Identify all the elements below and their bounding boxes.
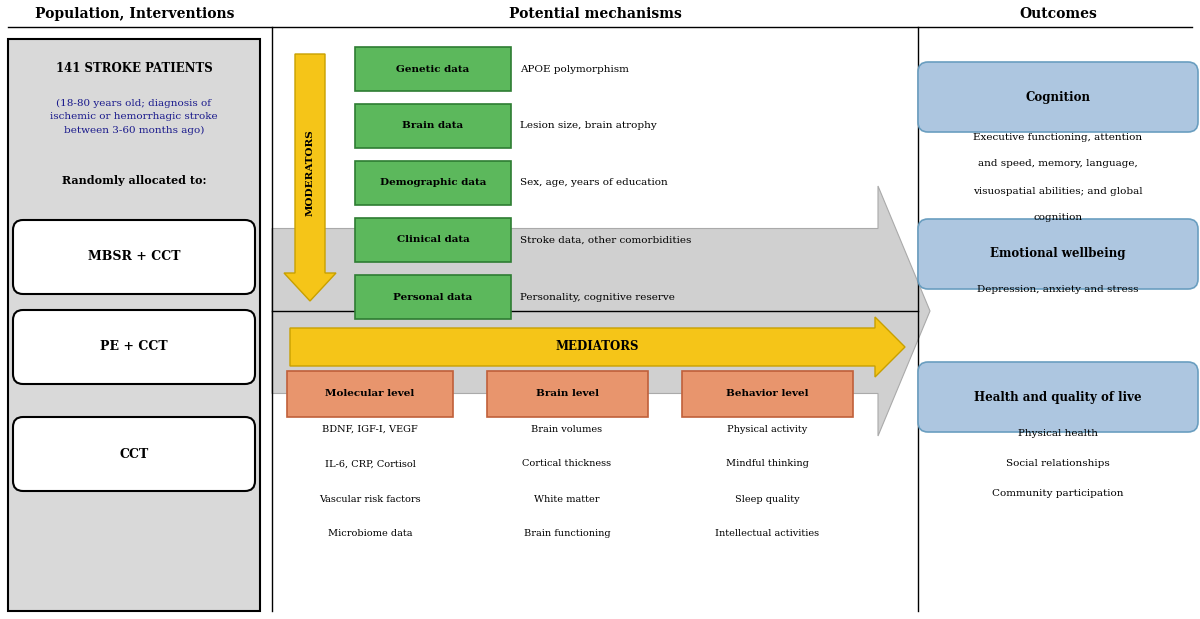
- FancyArrow shape: [272, 186, 930, 436]
- Text: Personal data: Personal data: [394, 293, 473, 301]
- Text: Cognition: Cognition: [1026, 90, 1091, 103]
- Text: Genetic data: Genetic data: [396, 64, 469, 74]
- Text: Social relationships: Social relationships: [1006, 459, 1110, 469]
- Text: Stroke data, other comorbidities: Stroke data, other comorbidities: [520, 235, 691, 245]
- Text: Outcomes: Outcomes: [1019, 7, 1097, 21]
- Text: Intellectual activities: Intellectual activities: [715, 529, 820, 539]
- Text: Brain data: Brain data: [402, 121, 463, 131]
- Text: Molecular level: Molecular level: [325, 389, 415, 399]
- Text: Sex, age, years of education: Sex, age, years of education: [520, 178, 667, 188]
- Text: Community participation: Community participation: [992, 490, 1123, 498]
- FancyBboxPatch shape: [8, 39, 260, 611]
- Text: and speed, memory, language,: and speed, memory, language,: [978, 160, 1138, 168]
- FancyArrow shape: [284, 54, 336, 301]
- Text: Microbiome data: Microbiome data: [328, 529, 413, 539]
- Text: Behavior level: Behavior level: [726, 389, 809, 399]
- Text: Mindful thinking: Mindful thinking: [726, 459, 809, 469]
- Text: Executive functioning, attention: Executive functioning, attention: [973, 132, 1142, 142]
- Text: visuospatial abilities; and global: visuospatial abilities; and global: [973, 186, 1142, 196]
- FancyArrow shape: [290, 317, 905, 377]
- Text: Brain level: Brain level: [536, 389, 599, 399]
- FancyBboxPatch shape: [13, 417, 256, 491]
- Text: Emotional wellbeing: Emotional wellbeing: [990, 248, 1126, 261]
- Text: Brain volumes: Brain volumes: [532, 425, 602, 433]
- FancyBboxPatch shape: [355, 47, 511, 91]
- Text: MEDIATORS: MEDIATORS: [556, 340, 640, 353]
- FancyBboxPatch shape: [287, 371, 454, 417]
- Text: Personality, cognitive reserve: Personality, cognitive reserve: [520, 293, 674, 301]
- Text: White matter: White matter: [534, 495, 600, 503]
- Text: Sleep quality: Sleep quality: [734, 495, 799, 503]
- Text: Brain functioning: Brain functioning: [523, 529, 611, 539]
- Text: PE + CCT: PE + CCT: [100, 340, 168, 353]
- FancyBboxPatch shape: [918, 362, 1198, 432]
- Text: Depression, anxiety and stress: Depression, anxiety and stress: [977, 285, 1139, 293]
- Text: Cortical thickness: Cortical thickness: [522, 459, 612, 469]
- Text: Population, Interventions: Population, Interventions: [35, 7, 235, 21]
- Text: Clinical data: Clinical data: [397, 235, 469, 245]
- Text: Physical activity: Physical activity: [727, 425, 808, 433]
- Text: (18-80 years old; diagnosis of
ischemic or hemorrhagic stroke
between 3-60 month: (18-80 years old; diagnosis of ischemic …: [50, 99, 218, 135]
- Text: 141 STROKE PATIENTS: 141 STROKE PATIENTS: [55, 63, 212, 76]
- FancyBboxPatch shape: [13, 220, 256, 294]
- FancyBboxPatch shape: [355, 218, 511, 262]
- FancyBboxPatch shape: [355, 104, 511, 148]
- Text: Health and quality of live: Health and quality of live: [974, 391, 1142, 404]
- FancyBboxPatch shape: [13, 310, 256, 384]
- Text: cognition: cognition: [1033, 214, 1082, 222]
- Text: Lesion size, brain atrophy: Lesion size, brain atrophy: [520, 121, 656, 131]
- Text: Vascular risk factors: Vascular risk factors: [319, 495, 421, 503]
- Text: APOE polymorphism: APOE polymorphism: [520, 64, 629, 74]
- Text: IL-6, CRP, Cortisol: IL-6, CRP, Cortisol: [324, 459, 415, 469]
- Text: BDNF, IGF-I, VEGF: BDNF, IGF-I, VEGF: [322, 425, 418, 433]
- FancyBboxPatch shape: [682, 371, 853, 417]
- Text: MODERATORS: MODERATORS: [306, 129, 314, 216]
- Text: CCT: CCT: [119, 448, 149, 461]
- FancyBboxPatch shape: [487, 371, 648, 417]
- FancyBboxPatch shape: [355, 275, 511, 319]
- FancyBboxPatch shape: [355, 161, 511, 205]
- Text: MBSR + CCT: MBSR + CCT: [88, 251, 180, 264]
- Text: Demographic data: Demographic data: [380, 178, 486, 188]
- FancyBboxPatch shape: [918, 219, 1198, 289]
- Text: Physical health: Physical health: [1018, 430, 1098, 438]
- FancyBboxPatch shape: [918, 62, 1198, 132]
- Text: Randomly allocated to:: Randomly allocated to:: [61, 176, 206, 186]
- Text: Potential mechanisms: Potential mechanisms: [509, 7, 682, 21]
